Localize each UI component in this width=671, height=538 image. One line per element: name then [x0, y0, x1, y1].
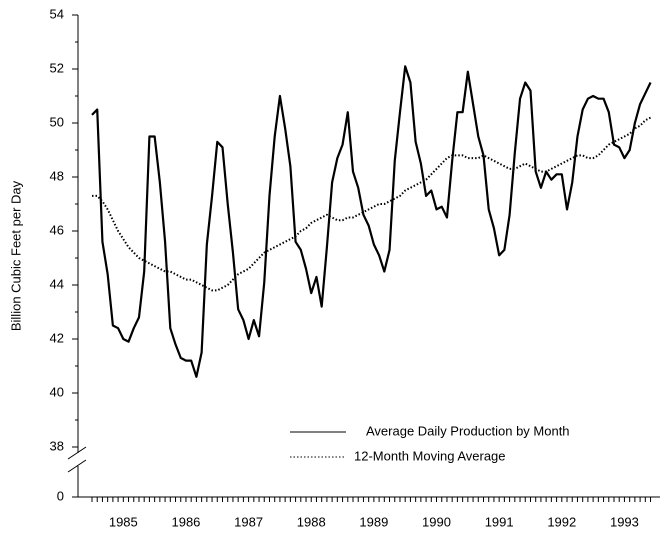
y-tick-label: 52 [50, 60, 64, 75]
x-tick-label: 1988 [297, 514, 326, 529]
y-tick-label: 42 [50, 330, 64, 345]
series-line [92, 116, 651, 292]
series-line [91, 65, 652, 378]
axis-break [67, 446, 87, 473]
x-tick-label: 1992 [547, 514, 576, 529]
x-tick-label: 1986 [171, 514, 200, 529]
y-tick-label: 38 [50, 438, 64, 453]
y-tick-label: 46 [50, 222, 64, 237]
y-tick-label: 0 [57, 488, 64, 503]
x-tick-label: 1989 [359, 514, 388, 529]
y-tick-label: 54 [50, 6, 64, 21]
y-axis-label: Billion Cubic Feet per Day [8, 180, 23, 331]
y-tick-label: 44 [50, 276, 64, 291]
legend-label: Average Daily Production by Month [366, 423, 570, 438]
y-tick-label: 50 [50, 114, 64, 129]
x-tick-label: 1991 [485, 514, 514, 529]
x-tick-label: 1985 [109, 514, 138, 529]
x-tick-label: 1993 [610, 514, 639, 529]
x-tick-label: 1987 [234, 514, 263, 529]
legend-label: 12-Month Moving Average [354, 448, 506, 463]
x-tick-label: 1990 [422, 514, 451, 529]
y-tick-label: 48 [50, 168, 64, 183]
break-mark [67, 459, 87, 473]
break-mark [67, 446, 87, 460]
y-tick-label: 40 [50, 384, 64, 399]
